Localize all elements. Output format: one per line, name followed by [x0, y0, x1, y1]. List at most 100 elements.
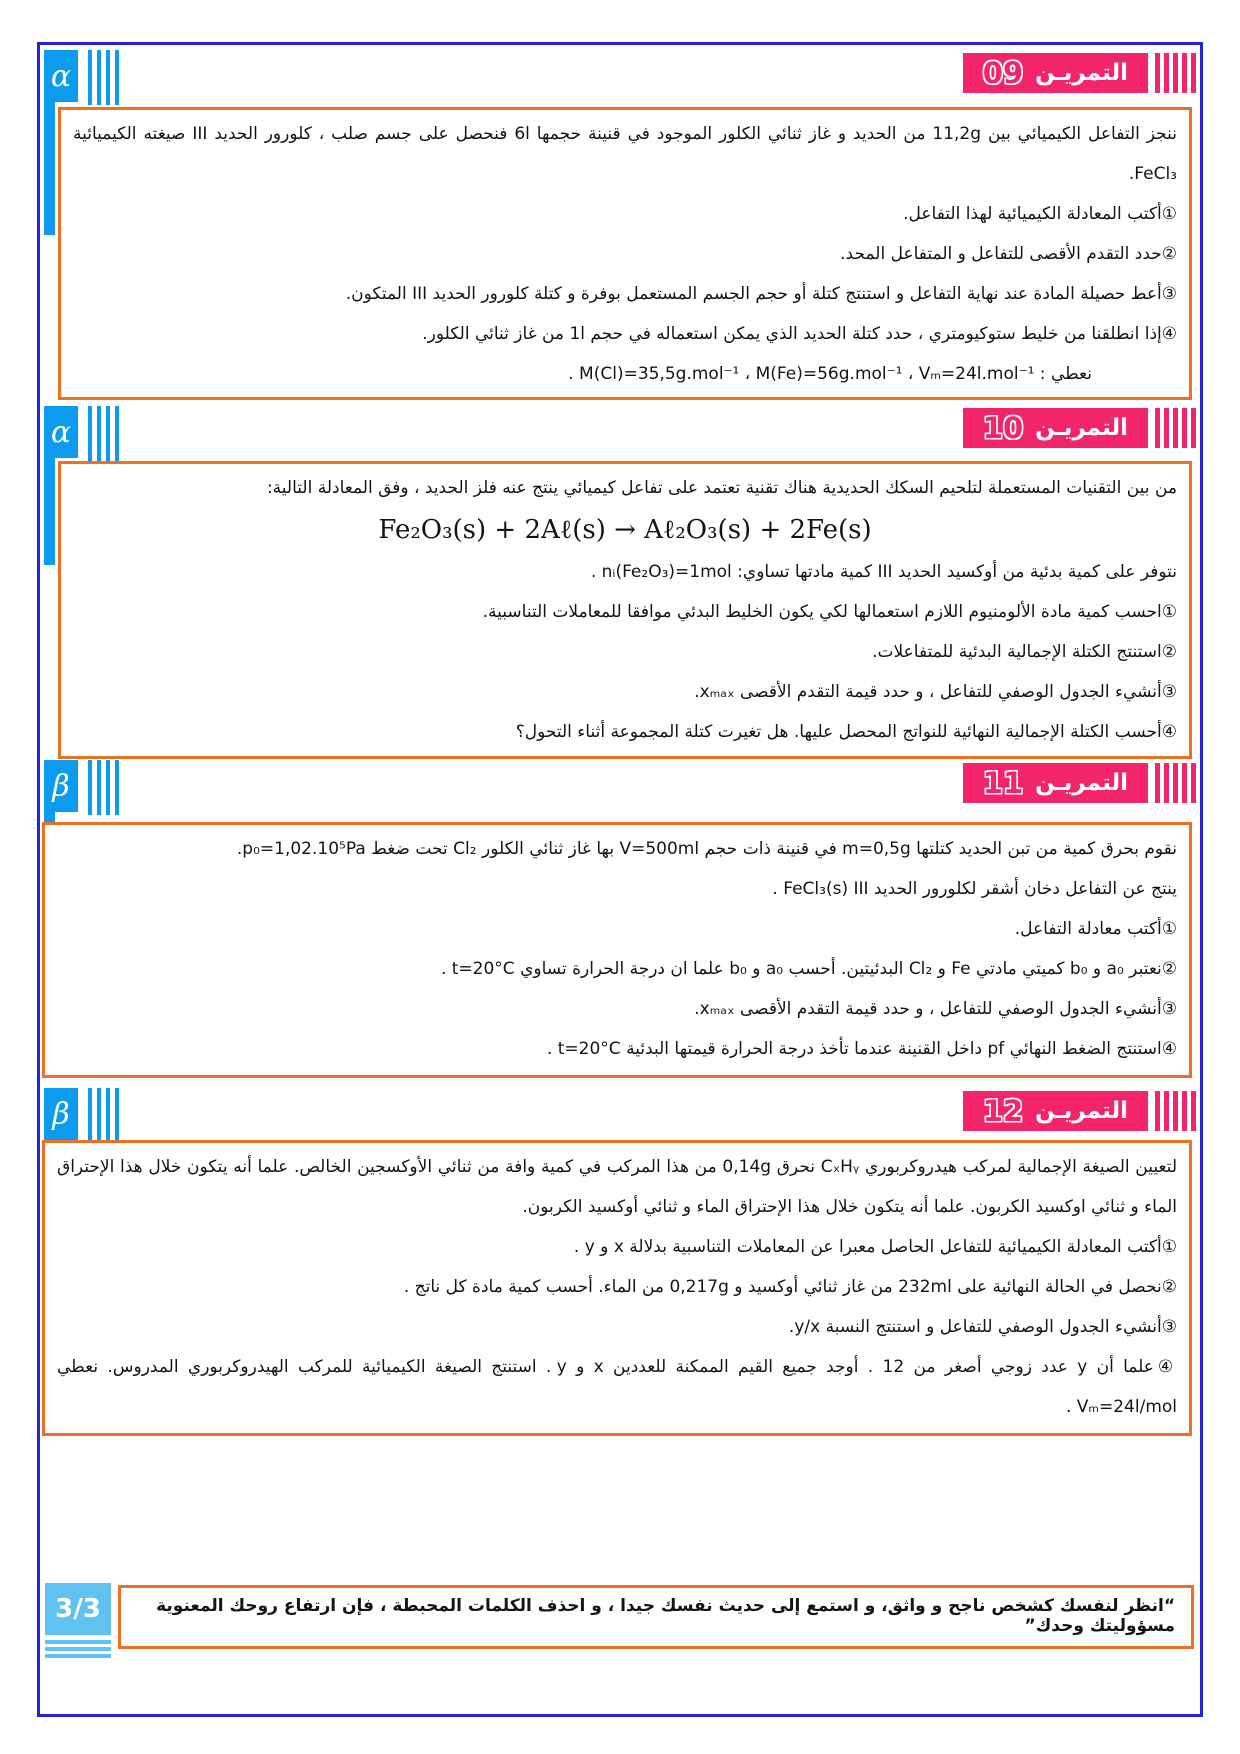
- chemical-equation: Fe₂O₃(s) + 2Aℓ(s) → Aℓ₂O₃(s) + 2Fe(s): [378, 515, 872, 545]
- exercise-09-header: التمريـن 09: [962, 53, 1196, 93]
- exercise-11-item-4: ④استنتج الضغط النهائي pf داخل القنينة عن…: [546, 1039, 1177, 1059]
- exercise-10-title: التمريـن: [1035, 415, 1128, 441]
- stripe: [1164, 763, 1169, 803]
- exercise-10-body: من بين التقنيات المستعملة لتلحيم السكك ا…: [58, 461, 1192, 759]
- banner-stripes: [1155, 408, 1196, 448]
- stripe: [106, 760, 110, 815]
- banner-stripes: [1155, 763, 1196, 803]
- banner-stripes: [1155, 53, 1196, 93]
- stripe: [45, 1640, 111, 1644]
- exercise-11-intro: نقوم بحرق كمية من تبن الحديد كتلتها m=0,…: [236, 839, 1177, 859]
- stripe: [97, 760, 101, 815]
- stripe: [115, 1088, 119, 1143]
- stripe: [88, 50, 92, 105]
- tag-stripes: [88, 1088, 119, 1143]
- tag-stripes: [88, 50, 119, 105]
- exercise-11-body: نقوم بحرق كمية من تبن الحديد كتلتها m=0,…: [42, 822, 1192, 1078]
- exercise-09-item-2: ②حدد التقدم الأقصى للتفاعل و المتفاعل ال…: [840, 244, 1177, 264]
- banner-stripes: [1155, 1091, 1196, 1131]
- stripe: [1155, 53, 1160, 93]
- stripe: [1155, 1091, 1160, 1131]
- stripe: [106, 50, 110, 105]
- badge-decorative-lines: [45, 1640, 111, 1661]
- stripe: [106, 1088, 110, 1143]
- stripe: [115, 760, 119, 815]
- exercise-09-item-1: ①أكتب المعادلة الكيميائية لهذا التفاعل.: [903, 204, 1177, 224]
- tag-vertical-bar: [44, 102, 55, 235]
- stripe: [1164, 53, 1169, 93]
- stripe: [1173, 408, 1178, 448]
- exercise-10-item-3: ③أنشيء الجدول الوصفي للتفاعل ، و حدد قيم…: [694, 682, 1177, 702]
- tag-stripes: [88, 406, 119, 461]
- exercise-12-banner: التمريـن 12: [962, 1091, 1148, 1131]
- exercise-12-item-2: ②نحصل في الحالة النهائية على 232ml من غا…: [403, 1277, 1177, 1297]
- stripe: [1191, 408, 1196, 448]
- exercise-10-intro: من بين التقنيات المستعملة لتلحيم السكك ا…: [266, 478, 1177, 498]
- stripe: [88, 1088, 92, 1143]
- stripe: [1155, 763, 1160, 803]
- exercise-12-title: التمريـن: [1035, 1098, 1128, 1124]
- exercise-09-item-4: ④إذا انطلقنا من خليط ستوكيومتري ، حدد كت…: [422, 324, 1177, 344]
- stripe: [1182, 408, 1187, 448]
- exercise-11-item-2: ②نعتبر a₀ و b₀ كميتي مادتي Fe و Cl₂ البد…: [440, 959, 1177, 979]
- exercise-09-body: ننجز التفاعل الكيميائي بين 11,2g من الحد…: [58, 107, 1192, 400]
- stripe: [1191, 1091, 1196, 1131]
- exercise-10-item-4: ④أحسب الكتلة الإجمالية النهائية للنواتج …: [515, 722, 1177, 742]
- stripe: [115, 50, 119, 105]
- greek-letter-beta: β: [44, 760, 78, 812]
- exercise-11-title: التمريـن: [1035, 770, 1128, 796]
- exercise-10-note: نتوفر على كمية بدئية من أوكسيد الحديد II…: [590, 562, 1177, 582]
- stripe: [1173, 763, 1178, 803]
- exercise-10-item-2: ②استنتج الكتلة الإجمالية البدئية للمتفاع…: [872, 642, 1177, 662]
- exercise-10-item-1: ①احسب كمية مادة الألومنيوم اللازم استعما…: [482, 602, 1177, 622]
- stripe: [1173, 53, 1178, 93]
- exercise-10-banner: التمريـن 10: [962, 408, 1148, 448]
- stripe: [1191, 53, 1196, 93]
- stripe: [88, 760, 92, 815]
- stripe: [88, 406, 92, 461]
- tag-vertical-bar: [44, 458, 55, 565]
- footer-quote: “انظر لنفسك كشخص ناجح و واثق، و استمع إل…: [118, 1585, 1194, 1649]
- exercise-11-header: التمريـن 11: [962, 763, 1196, 803]
- stripe: [45, 1654, 111, 1658]
- exercise-12-body: لتعيين الصيغة الإجمالية لمركب هيدروكربور…: [42, 1140, 1192, 1436]
- stripe: [115, 406, 119, 461]
- tag-stripes: [88, 760, 119, 815]
- greek-letter-alpha: α: [44, 406, 78, 458]
- exercise-10-number: 10: [982, 411, 1024, 445]
- exercise-09-title: التمريـن: [1035, 60, 1128, 86]
- stripe: [45, 1647, 111, 1651]
- exercise-12-item-3: ③أنشيء الجدول الوصفي للتفاعل و استنتج ال…: [788, 1317, 1177, 1337]
- exercise-12-number: 12: [982, 1094, 1024, 1128]
- exercise-11-number: 11: [982, 766, 1024, 800]
- exercise-09-banner: التمريـن 09: [962, 53, 1148, 93]
- stripe: [1173, 1091, 1178, 1131]
- exercise-09-intro: ننجز التفاعل الكيميائي بين 11,2g من الحد…: [73, 124, 1178, 184]
- stripe: [1191, 763, 1196, 803]
- page-border-frame: [37, 42, 1203, 1717]
- exercise-09-number: 09: [982, 56, 1024, 90]
- exercise-12-header: التمريـن 12: [962, 1091, 1196, 1131]
- exercise-11-item-3: ③أنشيء الجدول الوصفي للتفاعل ، و حدد قيم…: [694, 999, 1177, 1019]
- stripe: [1182, 1091, 1187, 1131]
- exercise-12-item-1: ①أكتب المعادلة الكيميائية للتفاعل الحاصل…: [573, 1237, 1177, 1257]
- exercise-12-intro: لتعيين الصيغة الإجمالية لمركب هيدروكربور…: [57, 1157, 1177, 1217]
- exercise-11-item-1: ①أكتب معادلة التفاعل.: [1014, 919, 1177, 939]
- stripe: [97, 406, 101, 461]
- stripe: [1182, 763, 1187, 803]
- page-number-badge: 3/3: [45, 1583, 111, 1635]
- stripe: [1155, 408, 1160, 448]
- exercise-12-item-4: ④علما أن y عدد زوجي أصغر من 12 . أوجد جم…: [57, 1357, 1177, 1417]
- stripe: [1164, 408, 1169, 448]
- stripe: [97, 1088, 101, 1143]
- exercise-11-banner: التمريـن 11: [962, 763, 1148, 803]
- stripe: [1164, 1091, 1169, 1131]
- stripe: [1182, 53, 1187, 93]
- greek-letter-beta: β: [44, 1088, 78, 1140]
- exercise-11-intro-2: ينتج عن التفاعل دخان أشقر لكلورور الحديد…: [772, 879, 1177, 899]
- greek-letter-alpha: α: [44, 50, 78, 102]
- stripe: [97, 50, 101, 105]
- stripe: [106, 406, 110, 461]
- exercise-10-header: التمريـن 10: [962, 408, 1196, 448]
- exercise-09-item-3: ③أعط حصيلة المادة عند نهاية التفاعل و اس…: [345, 284, 1177, 304]
